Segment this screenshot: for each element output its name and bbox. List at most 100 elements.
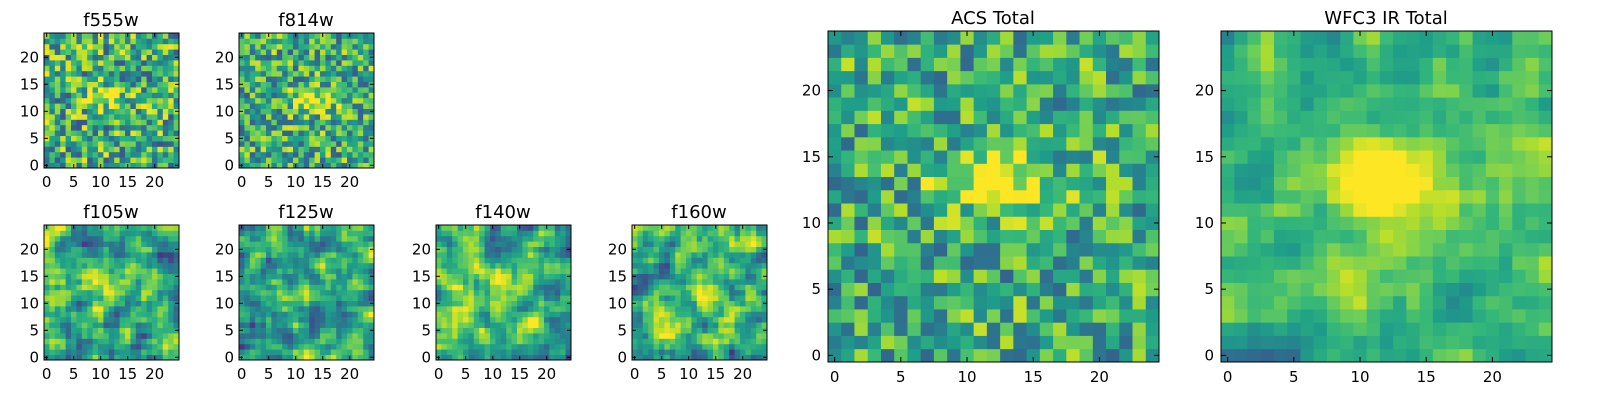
heatmap-cell: [1485, 335, 1500, 350]
heatmap-cell: [119, 135, 126, 142]
heatmap-cell: [947, 189, 961, 204]
heatmap-cell: [49, 60, 56, 66]
heatmap-cell: [1145, 256, 1160, 270]
heatmap-cell: [463, 273, 469, 280]
heatmap-cell: [484, 273, 491, 280]
heatmap-cell: [1419, 282, 1434, 297]
heatmap-cell: [173, 343, 180, 350]
heatmap-cell: [162, 241, 169, 247]
heatmap-cell: [330, 141, 337, 147]
heatmap-cell: [119, 230, 126, 237]
heatmap-cell: [511, 316, 518, 323]
heatmap-cell: [347, 257, 353, 264]
heatmap-cell: [103, 54, 110, 61]
heatmap-cell: [750, 230, 757, 237]
heatmap-cell: [71, 65, 77, 72]
heatmap-cell: [65, 33, 72, 39]
y-tick-label: 20: [20, 240, 39, 258]
heatmap-cell: [479, 279, 485, 285]
heatmap-cell: [723, 338, 730, 345]
heatmap-cell: [1026, 269, 1041, 283]
heatmap-cell: [1119, 110, 1133, 125]
heatmap-cell: [271, 333, 278, 339]
heatmap-cell: [103, 235, 110, 242]
heatmap-cell: [363, 60, 369, 66]
heatmap-cell: [363, 124, 369, 131]
heatmap-cell: [249, 338, 256, 345]
heatmap-cell: [740, 230, 746, 237]
heatmap-cell: [828, 189, 842, 204]
heatmap-cell: [854, 163, 869, 178]
heatmap-cell: [867, 335, 882, 350]
heatmap-cell: [446, 316, 453, 323]
heatmap-cell: [320, 289, 326, 296]
heatmap-cell: [867, 322, 882, 336]
heatmap-cell: [255, 157, 261, 163]
heatmap-cell: [1313, 282, 1328, 297]
heatmap-cell: [168, 333, 174, 339]
heatmap-cell: [141, 65, 147, 72]
heatmap-cell: [249, 252, 256, 258]
heatmap-cell: [92, 76, 99, 82]
heatmap-cell: [1132, 123, 1147, 138]
heatmap-cell: [707, 349, 714, 355]
heatmap-cell: [1106, 189, 1120, 204]
heatmap-cell: [675, 338, 681, 345]
heatmap-cell: [986, 70, 1001, 85]
heatmap-cell: [986, 136, 1001, 151]
heatmap-cell: [271, 262, 278, 269]
heatmap-cell: [146, 289, 153, 296]
heatmap-cell: [473, 316, 480, 323]
heatmap-cell: [81, 311, 88, 318]
heatmap-cell: [65, 268, 72, 274]
heatmap-cell: [119, 316, 126, 323]
heatmap-cell: [146, 130, 153, 136]
heatmap-cell: [44, 76, 50, 82]
heatmap-cell: [157, 119, 164, 126]
heatmap-cell: [49, 246, 56, 253]
heatmap-cell: [1145, 203, 1160, 217]
heatmap-cell: [517, 338, 523, 345]
heatmap-cell: [309, 268, 315, 274]
heatmap-cell: [1353, 242, 1368, 257]
heatmap-cell: [298, 262, 305, 269]
heatmap-cell: [168, 338, 174, 345]
heatmap-cell: [363, 49, 369, 55]
y-tick-label: 20: [802, 82, 821, 100]
heatmap-cell: [92, 306, 99, 312]
heatmap-cell: [1079, 189, 1094, 204]
heatmap-cell: [49, 349, 56, 355]
heatmap-cell: [947, 229, 961, 244]
heatmap-cell: [632, 241, 638, 247]
heatmap-cell: [293, 241, 299, 247]
heatmap-cell: [723, 300, 730, 307]
heatmap-cell: [522, 354, 529, 361]
heatmap-cell: [276, 135, 283, 142]
heatmap-cell: [130, 295, 137, 301]
heatmap-cell: [92, 322, 99, 328]
heatmap-cell: [119, 343, 126, 350]
heatmap-cell: [336, 70, 342, 77]
heatmap-cell: [65, 246, 72, 253]
heatmap-cell: [249, 124, 256, 131]
heatmap-cell: [103, 311, 110, 318]
heatmap-cell: [49, 124, 56, 131]
heatmap-cell: [303, 135, 310, 142]
heatmap-cell: [347, 54, 353, 61]
heatmap-cell: [707, 327, 714, 334]
heatmap-cell: [54, 146, 61, 153]
heatmap-cell: [368, 157, 375, 163]
heatmap-cell: [707, 241, 714, 247]
heatmap-cell: [98, 327, 104, 334]
heatmap-cell: [1145, 189, 1160, 204]
heatmap-cell: [1092, 295, 1107, 310]
heatmap-cell: [484, 279, 491, 285]
heatmap-cell: [669, 306, 676, 312]
heatmap-cell: [341, 87, 348, 93]
heatmap-cell: [517, 235, 523, 242]
heatmap-cell: [880, 282, 895, 297]
heatmap-cell: [60, 135, 66, 142]
heatmap-cell: [1145, 70, 1160, 85]
heatmap-cell: [718, 311, 725, 318]
heatmap-cell: [920, 242, 935, 257]
